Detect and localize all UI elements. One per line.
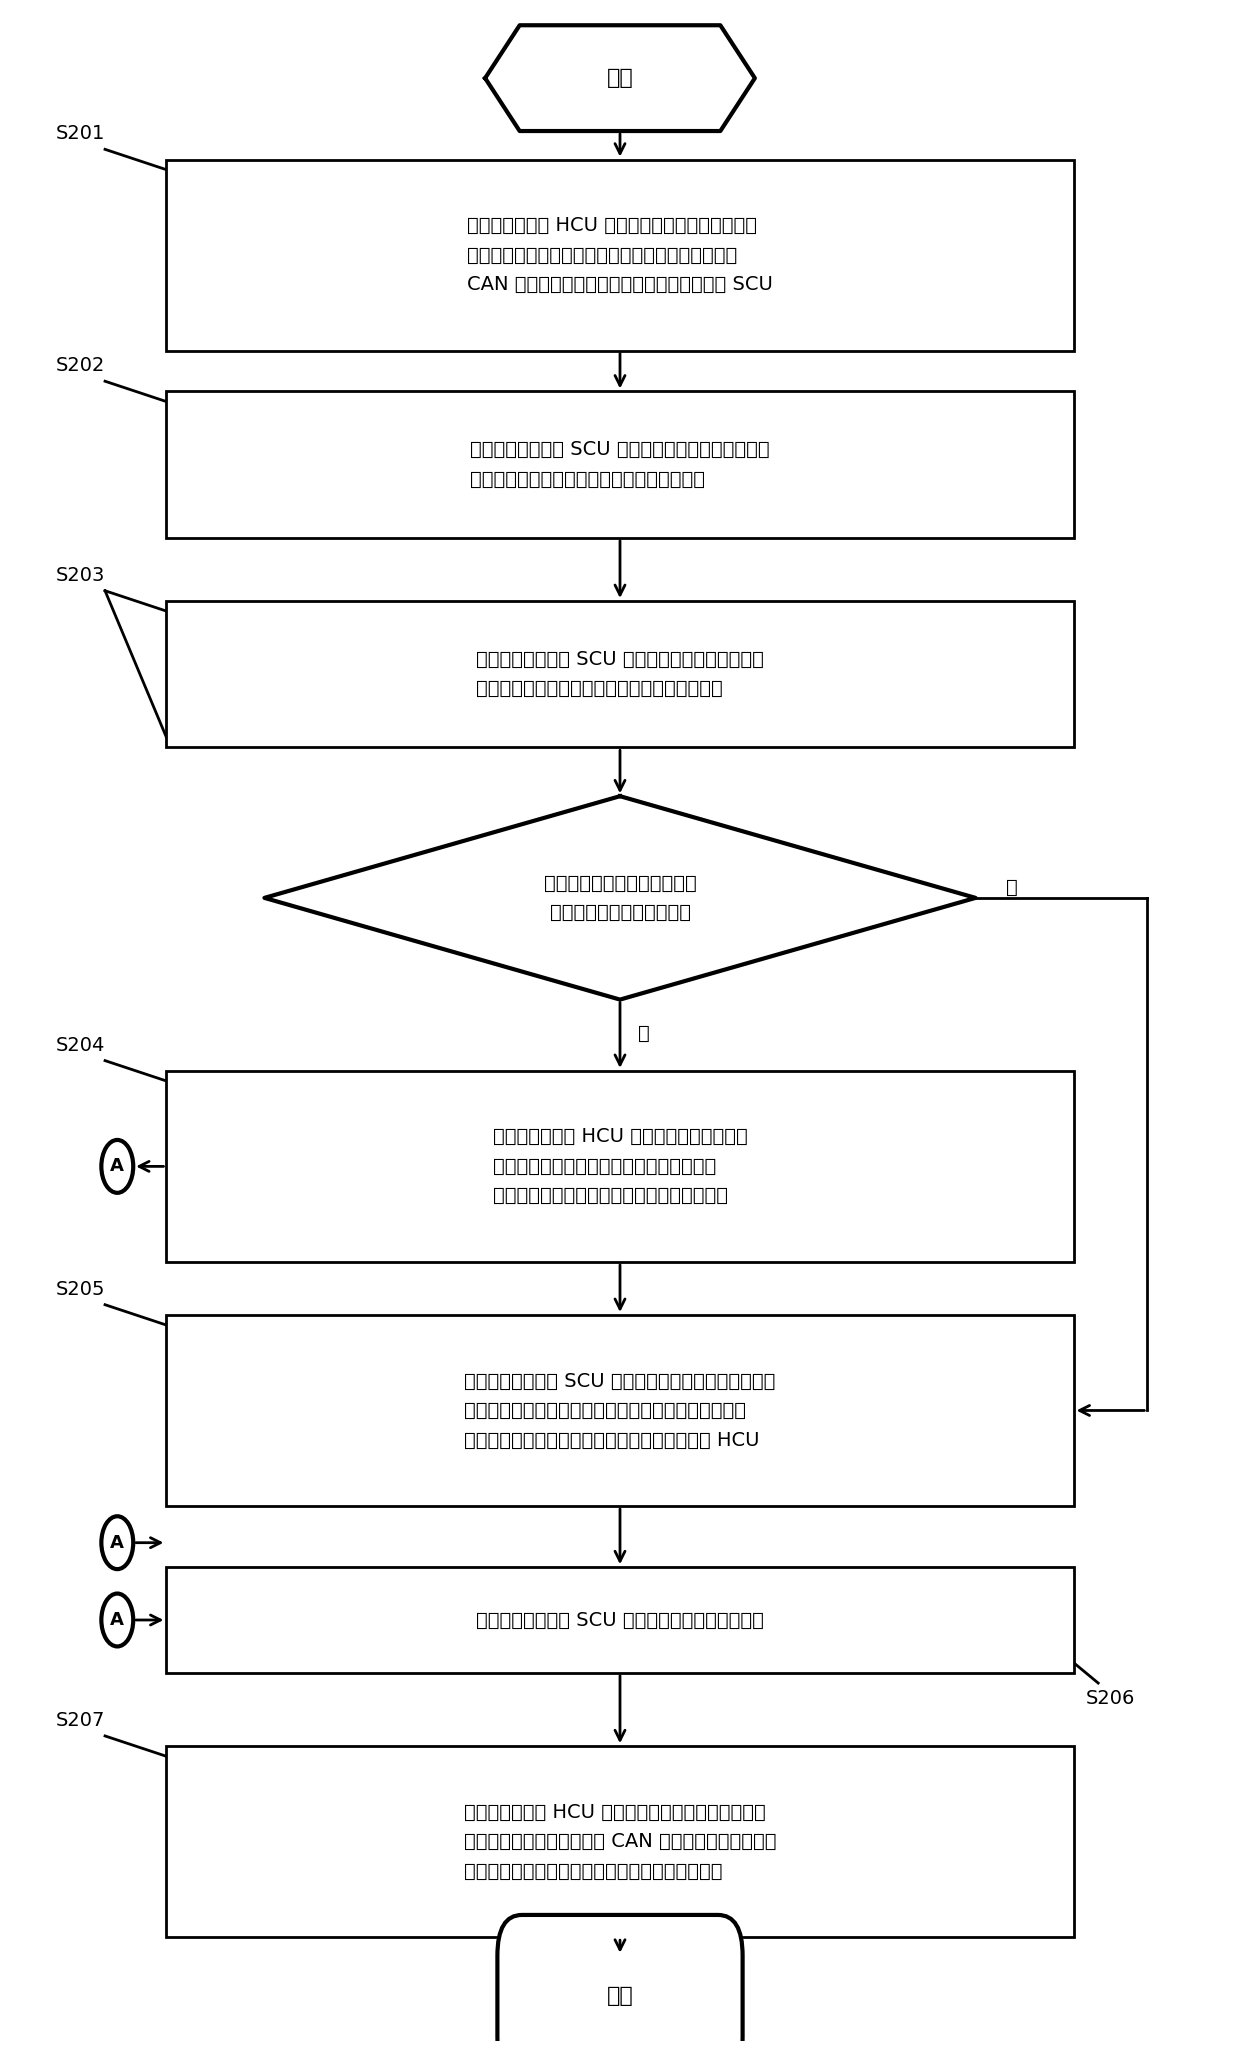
Bar xyxy=(166,1071,1074,1262)
Text: 是: 是 xyxy=(1006,879,1018,897)
Text: 自学习预测控制器 SCU 形成自学习的功率谱数据库: 自学习预测控制器 SCU 形成自学习的功率谱数据库 xyxy=(476,1610,764,1630)
Text: S205: S205 xyxy=(56,1280,105,1298)
Bar xyxy=(166,391,1074,539)
Text: A: A xyxy=(110,1534,124,1552)
Text: S204: S204 xyxy=(56,1036,105,1055)
Text: 结束: 结束 xyxy=(606,1987,634,2007)
Text: 混合动力控制器 HCU 计算出所述动力传动耦合器控制
指令并对其实施控制，通过 CAN 总线输出控制指令转速
或转矩给个动力源，实现动力控制与能量优化管理: 混合动力控制器 HCU 计算出所述动力传动耦合器控制 指令并对其实施控制，通过 … xyxy=(464,1802,776,1880)
FancyBboxPatch shape xyxy=(497,1915,743,2048)
Polygon shape xyxy=(485,25,755,131)
Polygon shape xyxy=(264,797,976,999)
Text: 自学习预测控制器 SCU 对未来运行工况与其记录的
自学习功率谱数据库中的对应信息作相似性判断: 自学习预测控制器 SCU 对未来运行工况与其记录的 自学习功率谱数据库中的对应信… xyxy=(476,649,764,698)
Text: 混合动力控制器 HCU 执行基于规则的能量管
理策略进行混合动力汽车动力控制与能量管
理，计算出对各动力源的控制指令转速或转矩: 混合动力控制器 HCU 执行基于规则的能量管 理策略进行混合动力汽车动力控制与能… xyxy=(492,1126,748,1206)
Text: A: A xyxy=(110,1157,124,1176)
Circle shape xyxy=(102,1516,133,1569)
Circle shape xyxy=(102,1593,133,1647)
Circle shape xyxy=(102,1141,133,1192)
Text: 自学习预测控制器 SCU 接收车辆未来运行线路及运行
方向信息、气候信息和当天是否工作日的信息: 自学习预测控制器 SCU 接收车辆未来运行线路及运行 方向信息、气候信息和当天是… xyxy=(470,440,770,489)
Bar xyxy=(166,1747,1074,1937)
Bar xyxy=(166,1315,1074,1505)
Text: S203: S203 xyxy=(56,565,105,584)
Text: A: A xyxy=(110,1612,124,1628)
Text: S202: S202 xyxy=(56,356,105,375)
Text: 自学习预测控制器 SCU 执行功率谱预测和基于自学习能
量谱的混合动力汽车的动力控制与能量管理，计算出对
各动力源的控制指令转速或转矩并发送给控制器 HCU: 自学习预测控制器 SCU 执行功率谱预测和基于自学习能 量谱的混合动力汽车的动力… xyxy=(464,1372,776,1450)
Bar xyxy=(166,1567,1074,1673)
Text: 否: 否 xyxy=(639,1024,650,1042)
Text: S206: S206 xyxy=(1086,1690,1135,1708)
Text: 开始: 开始 xyxy=(606,68,634,88)
Text: S201: S201 xyxy=(56,125,105,143)
Bar xyxy=(166,160,1074,350)
Bar xyxy=(166,600,1074,748)
Text: 自学习的功率谱数据库中存在
相似的自学习能量谱记录？: 自学习的功率谱数据库中存在 相似的自学习能量谱记录？ xyxy=(543,874,697,922)
Text: S207: S207 xyxy=(56,1710,105,1731)
Text: 混合动力控制器 HCU 计算出当前车辆驱动扭矩需求
值、驱动功率需求值、日历时间和当前时刻，并通过
CAN 总线将这些信息发送给自学习预测控制器 SCU: 混合动力控制器 HCU 计算出当前车辆驱动扭矩需求 值、驱动功率需求值、日历时间… xyxy=(467,217,773,295)
